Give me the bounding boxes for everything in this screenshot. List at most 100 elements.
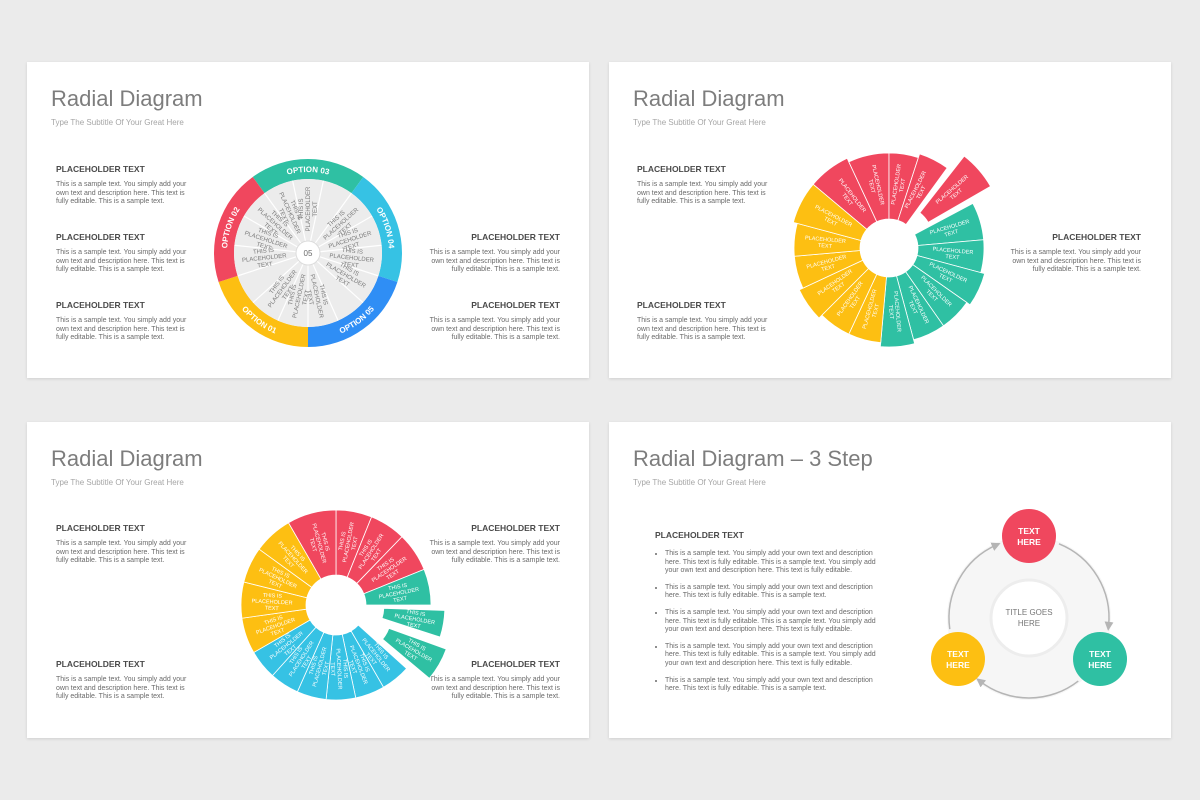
segment-divider [237, 256, 297, 277]
segment-label: PLACEHOLDERTEXT [804, 235, 846, 251]
block-body: This is a sample text. You simply add yo… [429, 249, 560, 274]
center-circle [989, 578, 1069, 658]
slide-radial-options: Radial Diagram Type The Subtitle Of Your… [27, 62, 589, 378]
option-segment [308, 275, 398, 347]
center-circle [295, 240, 321, 266]
step-circle [930, 632, 985, 686]
exploded-segment-shape [381, 607, 446, 638]
block-heading: PLACEHOLDER TEXT [56, 659, 145, 669]
text-block-left-2: PLACEHOLDER TEXT This is a sample text. … [56, 659, 191, 702]
segment-label: THIS ISPLACEHOLDERTEXT [299, 186, 319, 231]
step-label: TEXT HERE [1088, 649, 1112, 670]
segment-divider [318, 215, 373, 248]
radial-colored-diagram: THIS ISPLACEHOLDERTEXT THIS ISPLACEHOLDER… [240, 509, 447, 701]
text-block-left-1: PLACEHOLDER TEXT This is a sample text. … [56, 523, 191, 566]
segment-divider [319, 244, 382, 253]
block-body: This is a sample text. You simply add yo… [637, 181, 768, 206]
block-body: This is a sample text. You simply add yo… [637, 317, 768, 342]
segment-label: PLACEHOLDERTEXT [886, 291, 902, 333]
step-circle [1073, 632, 1128, 686]
slide-title: Radial Diagram – 3 Step [633, 446, 873, 471]
segment-divider [316, 260, 364, 303]
list-item: This is a sample text. You simply add yo… [665, 550, 890, 576]
segment-label: PLACEHOLDERTEXT [932, 247, 974, 263]
block-body: This is a sample text. You simply add yo… [56, 181, 187, 206]
step-circle [1002, 509, 1056, 563]
block-heading: PLACEHOLDER TEXT [471, 659, 560, 669]
option-label: OPTION 03 [286, 165, 331, 177]
slide-title: Radial Diagram [51, 86, 203, 111]
ring-segment [812, 157, 878, 230]
exploded-segment: THIS ISPLACEHOLDERTEXT [381, 607, 446, 638]
exploded-segment-shape [919, 155, 992, 223]
block-heading: PLACEHOLDER TEXT [56, 164, 145, 174]
block-body: This is a sample text. You simply add yo… [429, 540, 560, 565]
slide-title: Radial Diagram [51, 446, 203, 471]
option-segment [218, 275, 308, 347]
bullet-list: This is a sample text. You simply add yo… [655, 550, 890, 694]
slide-subtitle: Type The Subtitle Of Your Great Here [51, 478, 184, 487]
segment-divider [243, 215, 298, 248]
segment-label: THIS ISPLACEHOLDERTEXT [328, 247, 375, 271]
block-body: This is a sample text. You simply add yo… [429, 317, 560, 342]
text-block-left-1: PLACEHOLDER TEXT This is a sample text. … [56, 164, 191, 207]
block-heading: PLACEHOLDER TEXT [56, 523, 145, 533]
block-heading: PLACEHOLDER TEXT [1052, 232, 1141, 242]
segment-divider [312, 263, 339, 321]
list-item: This is a sample text. You simply add yo… [665, 584, 890, 601]
center-label: TITLE GOES HERE [1005, 608, 1052, 628]
list-item: This is a sample text. You simply add yo… [665, 643, 890, 669]
block-heading: PLACEHOLDER TEXT [471, 523, 560, 533]
text-block-right-1: PLACEHOLDER TEXT This is a sample text. … [425, 232, 560, 275]
bullet-list-block: PLACEHOLDER TEXT This is a sample text. … [655, 530, 890, 702]
wheel-segment [363, 568, 432, 606]
exploded-segment-shape [382, 627, 447, 679]
list-heading: PLACEHOLDER TEXT [655, 530, 744, 540]
center-label: 05 [304, 249, 313, 258]
list-item: This is a sample text. You simply add yo… [665, 677, 890, 694]
text-block-left-2: PLACEHOLDER TEXT This is a sample text. … [56, 232, 191, 275]
slide-title: Radial Diagram [633, 86, 785, 111]
block-body: This is a sample text. You simply add yo… [56, 540, 187, 565]
slide-radial-colored: Radial Diagram Type The Subtitle Of Your… [27, 422, 589, 738]
text-block-right-2: PLACEHOLDER TEXT This is a sample text. … [425, 300, 560, 343]
slide-subtitle: Type The Subtitle Of Your Great Here [633, 478, 766, 487]
block-body: This is a sample text. You simply add yo… [1010, 249, 1141, 274]
ring-segment [897, 153, 948, 226]
segment-divider [277, 263, 304, 321]
segment-divider [309, 180, 324, 242]
segment-divider [319, 256, 379, 277]
option-segment [252, 159, 364, 194]
block-heading: PLACEHOLDER TEXT [471, 232, 560, 242]
segment-label: THIS ISPLACEHOLDERTEXT [251, 592, 293, 613]
block-body: This is a sample text. You simply add yo… [56, 317, 187, 342]
cycle-arrow [948, 542, 1001, 630]
slide-subtitle: Type The Subtitle Of Your Great Here [51, 118, 184, 127]
slide-three-step: Radial Diagram – 3 Step Type The Subtitl… [609, 422, 1171, 738]
segment-divider [252, 260, 300, 303]
radial-segments-diagram: PLACEHOLDERTEXT PLACEHOLDERTEXT PLACEHOLDE… [792, 152, 992, 348]
option-segment [213, 176, 265, 283]
block-heading: PLACEHOLDER TEXT [637, 164, 726, 174]
text-block-right-1: PLACEHOLDER TEXT This is a sample text. … [425, 523, 560, 566]
block-heading: PLACEHOLDER TEXT [637, 300, 726, 310]
slide-subtitle: Type The Subtitle Of Your Great Here [633, 118, 766, 127]
option-segment [351, 176, 402, 283]
block-heading: PLACEHOLDER TEXT [471, 300, 560, 310]
text-block-right-2: PLACEHOLDER TEXT This is a sample text. … [425, 659, 560, 702]
list-item: This is a sample text. You simply add yo… [665, 609, 890, 635]
cycle-arrow [976, 678, 1079, 699]
cycle-arrow [1058, 543, 1114, 631]
block-heading: PLACEHOLDER TEXT [56, 300, 145, 310]
block-heading: PLACEHOLDER TEXT [56, 232, 145, 242]
segment-divider [314, 192, 352, 244]
step-label: TEXT HERE [946, 649, 970, 670]
step-label: TEXT HERE [1017, 526, 1041, 547]
text-block-left-2: PLACEHOLDER TEXT This is a sample text. … [637, 300, 772, 343]
text-block-left-1: PLACEHOLDER TEXT This is a sample text. … [637, 164, 772, 207]
three-step-cycle-diagram: TITLE GOES HERE TEXT HERE TEXT HERE TEXT HERE [930, 509, 1128, 700]
ring-segment [792, 183, 868, 241]
text-block-right-1: PLACEHOLDER TEXT This is a sample text. … [1006, 232, 1141, 275]
segment-divider [292, 180, 307, 242]
